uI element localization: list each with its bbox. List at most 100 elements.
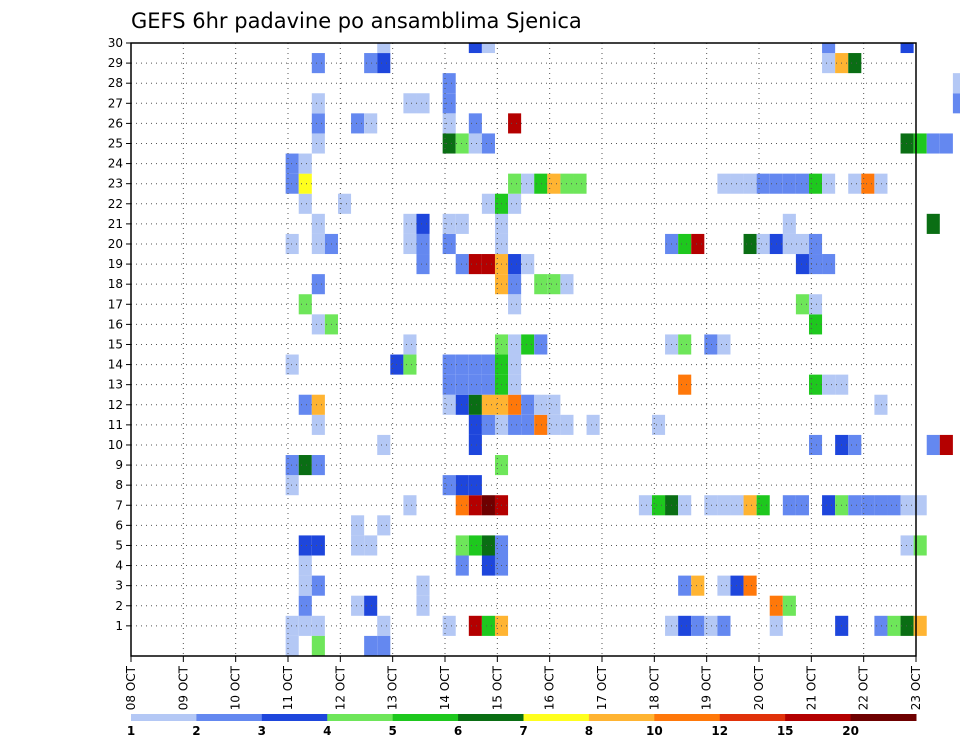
heatmap-cell	[442, 213, 456, 234]
heatmap-cell	[704, 615, 718, 636]
heatmap-cell	[311, 394, 325, 415]
heatmap-cell	[822, 495, 836, 516]
heatmap-cell	[416, 233, 430, 255]
colorbar-label: 5	[388, 724, 396, 738]
heatmap-cell	[442, 374, 456, 395]
heatmap-cell	[403, 495, 417, 516]
heatmap-cell	[337, 193, 352, 214]
heatmap-cell	[743, 575, 757, 596]
heatmap-cell	[704, 334, 718, 355]
heatmap-cell	[939, 434, 953, 456]
heatmap-cell	[442, 354, 456, 375]
x-tick-label: 19 OCT	[700, 665, 714, 710]
heatmap-cell	[364, 113, 378, 134]
heatmap-cell	[351, 113, 365, 134]
heatmap-cell	[900, 495, 914, 516]
heatmap-cell	[678, 374, 692, 395]
heatmap-cell	[874, 173, 888, 194]
heatmap-cell	[808, 374, 823, 395]
heatmap-cell	[782, 233, 796, 255]
heatmap-cell	[311, 314, 325, 335]
heatmap-cell	[481, 254, 495, 275]
heatmap-cell	[952, 73, 960, 94]
heatmap-cell	[691, 575, 705, 596]
heatmap-cell	[298, 394, 312, 415]
x-tick-label: 11 OCT	[281, 665, 295, 710]
colorbar-label: 1	[127, 724, 135, 738]
heatmap-cell	[377, 434, 391, 456]
heatmap-cell	[442, 73, 456, 94]
y-tick-label: 1	[115, 619, 123, 633]
heatmap-cell	[651, 495, 666, 516]
heatmap-cell	[547, 394, 561, 415]
heatmap-cell	[822, 374, 836, 395]
colorbar-segment	[588, 714, 655, 721]
heatmap-cell	[913, 495, 927, 516]
heatmap-cell	[481, 615, 495, 636]
y-tick-label: 8	[115, 478, 123, 492]
heatmap-cell	[782, 595, 796, 616]
x-tick-label: 18 OCT	[647, 665, 661, 710]
x-tick-label: 13 OCT	[386, 665, 400, 710]
chart-title: GEFS 6hr padavine po ansamblima Sjenica	[131, 9, 582, 33]
heatmap-cell	[651, 414, 666, 435]
y-tick-label: 27	[108, 96, 123, 110]
heatmap-cell	[756, 233, 770, 255]
heatmap-cell	[730, 173, 744, 194]
heatmap-cell	[468, 495, 482, 516]
heatmap-cell	[704, 495, 718, 516]
colorbar-segment	[131, 714, 197, 721]
heatmap-cell	[508, 394, 522, 415]
heatmap-cell	[808, 254, 823, 275]
heatmap-cell	[808, 294, 823, 315]
heatmap-cell	[534, 414, 548, 435]
y-tick-label: 20	[108, 237, 123, 251]
heatmap-cell	[874, 394, 888, 415]
y-tick-label: 22	[108, 197, 123, 211]
heatmap-cell	[717, 173, 731, 194]
heatmap-cell	[913, 615, 927, 636]
heatmap-cell	[311, 53, 325, 74]
heatmap-cell	[900, 133, 914, 154]
heatmap-cell	[285, 233, 299, 255]
x-tick-label: 08 OCT	[124, 665, 138, 710]
heatmap-cell	[416, 93, 430, 114]
heatmap-cell	[534, 394, 548, 415]
heatmap-cell	[481, 43, 495, 54]
y-tick-label: 17	[108, 297, 123, 311]
heatmap-cell	[547, 414, 561, 435]
heatmap-cell	[481, 133, 495, 154]
heatmap-cell	[285, 354, 299, 375]
y-tick-label: 30	[108, 36, 123, 50]
heatmap-cell	[468, 535, 482, 556]
heatmap-cell	[887, 495, 901, 516]
colorbar-label: 6	[454, 724, 462, 738]
heatmap-cell	[481, 555, 495, 576]
y-tick-label: 26	[108, 116, 123, 130]
heatmap-cell	[351, 515, 365, 536]
heatmap-cell	[468, 254, 482, 275]
heatmap-cell	[508, 193, 522, 214]
heatmap-cell	[717, 334, 731, 355]
colorbar-segment	[654, 714, 721, 721]
heatmap-cell	[481, 414, 495, 435]
heatmap-cell	[795, 495, 809, 516]
heatmap-cell	[298, 595, 312, 616]
heatmap-cell	[848, 173, 862, 194]
heatmap-cell	[717, 575, 731, 596]
heatmap-cell	[298, 535, 312, 556]
heatmap-cell	[468, 615, 482, 636]
heatmap-cell	[743, 495, 757, 516]
y-tick-label: 25	[108, 136, 123, 150]
heatmap-cell	[377, 635, 391, 656]
colorbar-label: 10	[646, 724, 663, 738]
heatmap-cell	[468, 414, 482, 435]
heatmap-cell	[900, 535, 914, 556]
y-tick-label: 15	[108, 337, 123, 351]
y-axis-ticks: 1234567891011121314151617181920212223242…	[108, 36, 131, 633]
y-tick-label: 10	[108, 438, 123, 452]
y-tick-label: 21	[108, 217, 123, 231]
x-tick-label: 22 OCT	[857, 665, 871, 710]
heatmap-cell	[416, 595, 430, 616]
heatmap-cell	[795, 173, 809, 194]
